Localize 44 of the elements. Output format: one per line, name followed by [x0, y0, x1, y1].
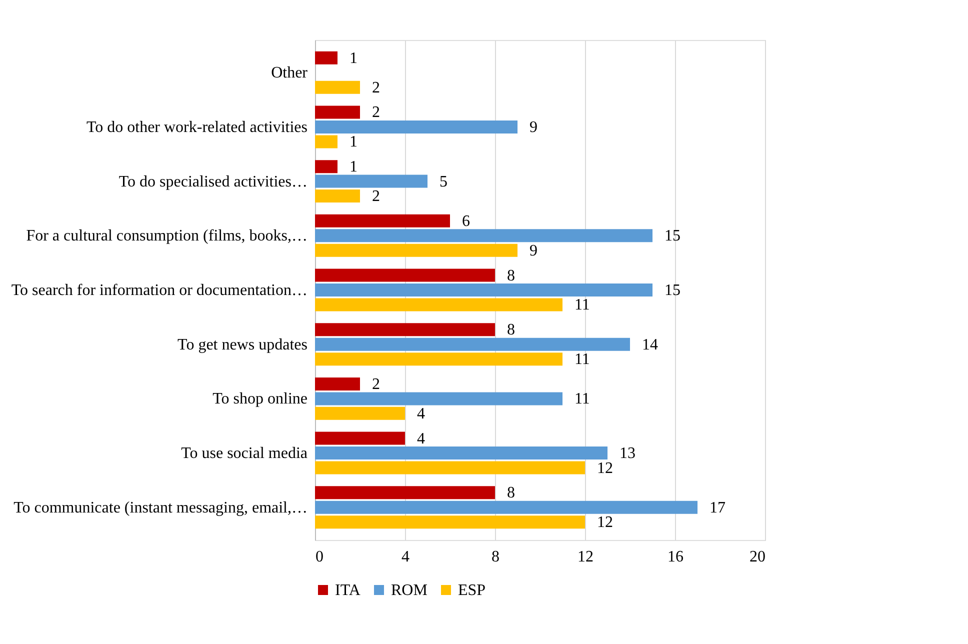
data-label: 14: [642, 336, 658, 354]
x-tick-label: 16: [668, 548, 684, 566]
legend-label: ITA: [335, 582, 361, 599]
data-label: 6: [462, 212, 470, 230]
data-label: 5: [440, 173, 448, 190]
data-label: 1: [350, 134, 358, 151]
data-label: 11: [574, 351, 590, 368]
data-label: 1: [350, 50, 358, 67]
x-tick-label: 20: [750, 548, 766, 566]
data-label: 8: [507, 267, 515, 284]
data-label: 15: [664, 282, 680, 299]
y-tick-label: To use social media: [181, 445, 308, 462]
y-tick-label: To do specialised activities…: [118, 173, 308, 190]
data-label: 11: [574, 296, 590, 314]
legend-label: ROM: [391, 582, 428, 599]
data-label: 2: [372, 79, 380, 96]
data-label: 12: [597, 460, 613, 477]
y-tick-label: To get news updates: [178, 336, 308, 354]
data-label: 2: [372, 188, 380, 206]
data-label: 9: [530, 118, 538, 136]
data-label: 13: [620, 445, 636, 462]
data-label: 9: [530, 242, 538, 260]
x-tick-label: 12: [578, 548, 594, 566]
data-label: 17: [710, 499, 726, 516]
data-label: 15: [664, 228, 680, 245]
data-label: 2: [372, 104, 380, 122]
data-label: 8: [507, 484, 515, 502]
data-label: 12: [597, 514, 613, 532]
y-tick-label: To search for information or documentation…: [11, 282, 308, 299]
y-tick-label: To do other work-related activities: [86, 118, 308, 136]
y-tick-label: To communicate (instant messaging, email,…: [14, 499, 308, 516]
data-label: 4: [417, 430, 425, 448]
data-label: 1: [350, 158, 358, 176]
data-label: 2: [372, 376, 380, 393]
data-label: 4: [417, 405, 425, 422]
y-tick-label: For a cultural consumption (films, books,…: [26, 228, 308, 245]
y-tick-label: Other: [271, 64, 308, 82]
y-tick-label: To shop online: [212, 390, 308, 408]
data-label: 8: [507, 322, 515, 339]
data-label: 11: [574, 390, 590, 408]
x-tick-label: 8: [492, 548, 500, 566]
legend-label: ESP: [458, 582, 486, 599]
x-tick-label: 4: [402, 548, 410, 566]
x-tick-label: 0: [316, 548, 324, 566]
